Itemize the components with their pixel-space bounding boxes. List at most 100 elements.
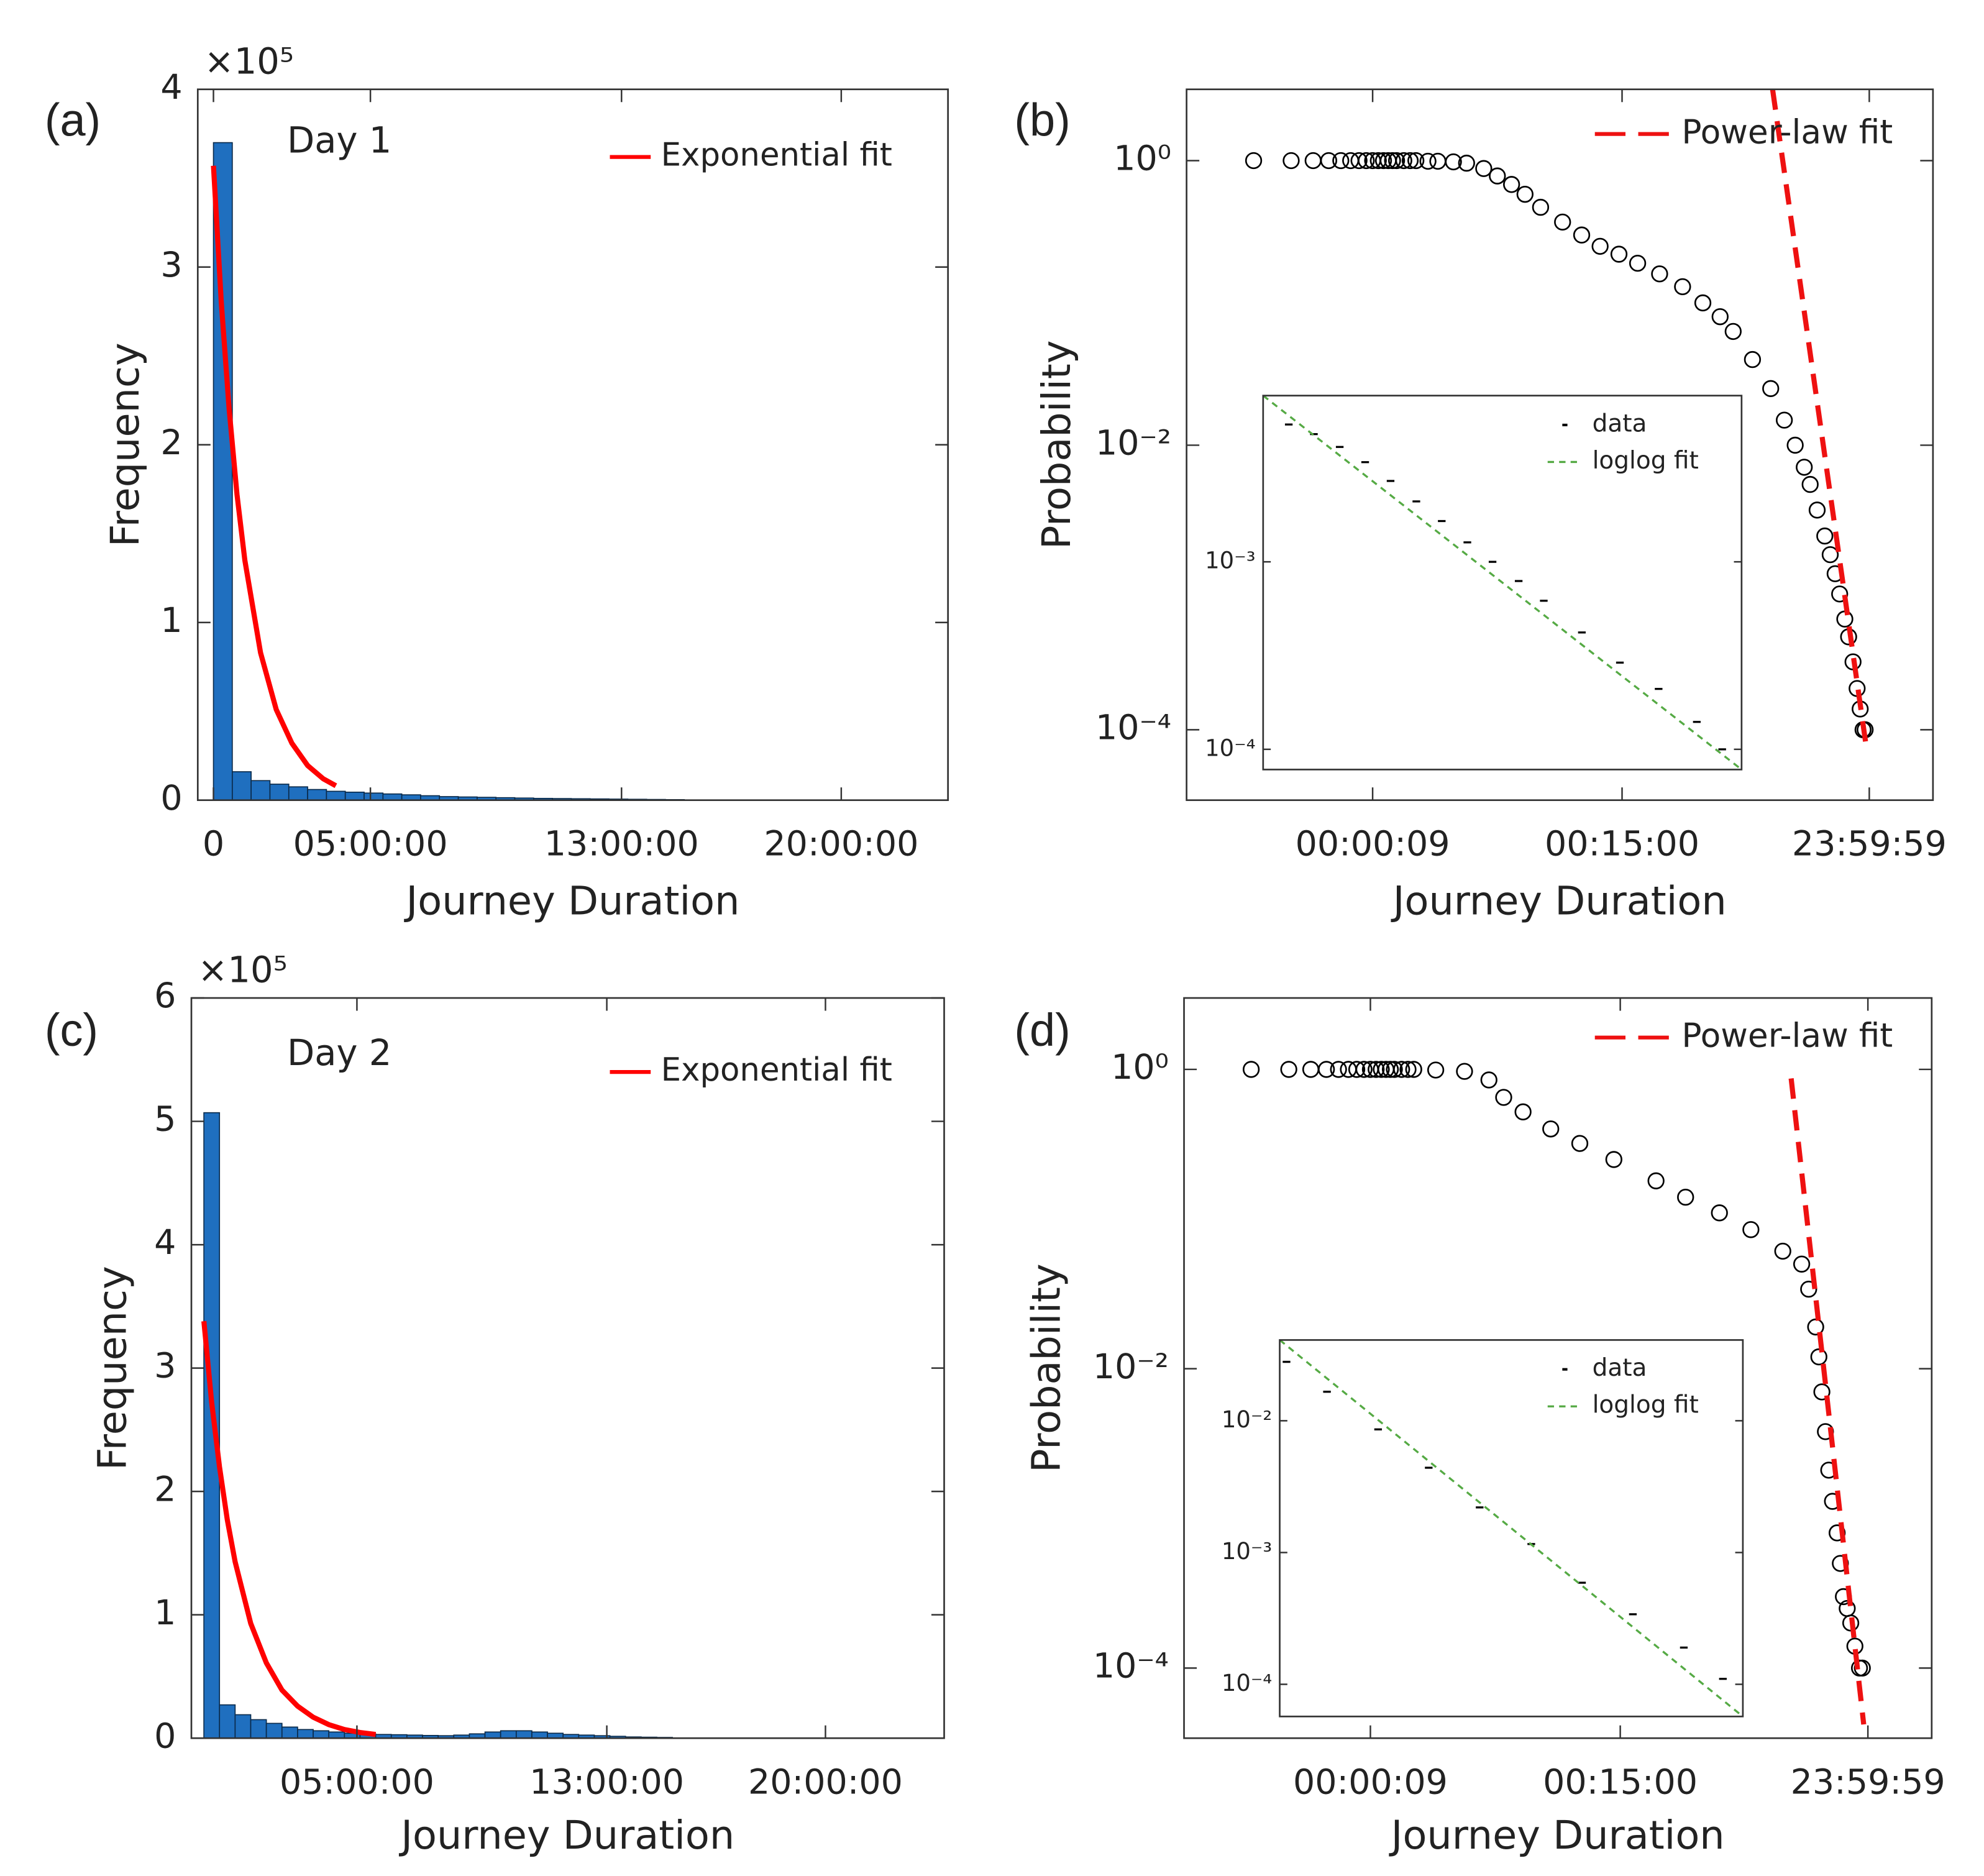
data-point <box>1591 237 1609 255</box>
x-tick-label: 05:00:00 <box>280 1762 434 1802</box>
bar <box>500 1730 517 1739</box>
y-tick-label: 1 <box>154 1593 176 1633</box>
axes-frame <box>196 88 949 802</box>
bar <box>219 1704 236 1739</box>
data-point <box>1808 501 1826 519</box>
y-tick-label: 1 <box>160 601 182 641</box>
bar <box>232 771 252 800</box>
data-point <box>1742 1221 1760 1238</box>
data-point <box>1816 527 1834 545</box>
fit-line <box>211 165 337 789</box>
panel-label: (d) <box>1014 1004 1070 1056</box>
fit-line <box>1788 1078 1867 1725</box>
y-tick-label: 10⁻² <box>1222 1406 1272 1433</box>
data-point <box>1495 1089 1512 1106</box>
data-point <box>1280 1061 1297 1078</box>
bar <box>265 1723 283 1739</box>
data-point <box>1542 1120 1560 1138</box>
fit-line <box>201 1320 377 1737</box>
data-point <box>1828 1524 1846 1542</box>
panel-label: (a) <box>45 94 101 146</box>
bar <box>328 1731 345 1739</box>
data-point <box>1386 1061 1403 1078</box>
data-point <box>1381 1061 1399 1078</box>
data-point <box>1854 1659 1871 1677</box>
data-point <box>1401 152 1419 170</box>
data-point <box>1358 152 1375 170</box>
data-point <box>1503 176 1520 193</box>
data-point <box>1245 152 1263 170</box>
axes-frame <box>1186 88 1934 802</box>
legend-label: loglog fit <box>1593 447 1699 475</box>
axes-frame <box>1183 997 1933 1739</box>
legend-label: loglog fit <box>1593 1391 1699 1419</box>
x-axis-label: Journey Duration <box>1391 879 1727 925</box>
axes-background <box>198 89 948 800</box>
x-tick-label: 20:00:00 <box>748 1762 903 1802</box>
data-point <box>1677 1188 1694 1206</box>
y-tick-label: 10⁻⁴ <box>1205 734 1255 761</box>
data-point <box>1610 245 1628 263</box>
y-tick-label: 10⁻⁴ <box>1222 1670 1272 1696</box>
data-point <box>1374 152 1392 170</box>
data-point <box>1674 278 1691 296</box>
legend-label: Power-law fit <box>1681 1015 1893 1055</box>
data-point <box>1395 152 1412 170</box>
x-tick-label: 23:59:59 <box>1791 1762 1945 1802</box>
bar <box>326 790 346 800</box>
data-point <box>1647 1172 1665 1189</box>
data-point <box>1393 1061 1410 1078</box>
data-point <box>1605 1151 1622 1168</box>
data-point <box>1480 1071 1497 1089</box>
axes-frame <box>190 997 945 1739</box>
y-tick-label: 2 <box>160 423 182 463</box>
data-point <box>1786 436 1804 454</box>
bar <box>382 793 403 800</box>
data-point <box>1320 152 1338 170</box>
x-tick-label: 13:00:00 <box>544 825 699 864</box>
legend-label: data <box>1593 1354 1647 1382</box>
axes-frame <box>1262 395 1743 771</box>
bar <box>307 789 327 800</box>
exponent-label: ×10⁵ <box>198 949 287 991</box>
bar <box>250 1719 267 1739</box>
plot-area <box>1242 1061 1871 1725</box>
bar <box>269 784 290 800</box>
x-tick-label: 13:00:00 <box>529 1762 684 1802</box>
data-point <box>1407 152 1425 170</box>
y-tick-label: 10⁻³ <box>1222 1538 1272 1565</box>
data-point <box>1774 1242 1791 1260</box>
data-point <box>1242 1061 1260 1078</box>
x-tick-label: 00:00:09 <box>1293 1762 1448 1802</box>
fit-line <box>1770 89 1870 753</box>
data-point <box>1651 265 1668 283</box>
data-point <box>1445 153 1462 171</box>
y-tick-label: 0 <box>160 779 182 818</box>
x-tick-label: 00:15:00 <box>1543 1762 1698 1802</box>
bar <box>484 1731 501 1739</box>
bar <box>288 786 308 800</box>
y-tick-label: 10⁻³ <box>1205 547 1255 574</box>
data-point <box>1387 152 1406 170</box>
data-point <box>1762 380 1780 397</box>
annotation: Day 1 <box>287 120 391 162</box>
bar <box>203 1112 221 1739</box>
data-point <box>1629 254 1647 272</box>
data-point <box>1373 1061 1390 1078</box>
x-tick-label: 00:00:09 <box>1296 825 1450 864</box>
data-point <box>1458 154 1475 172</box>
fit-line <box>1279 1340 1743 1717</box>
x-axis-label: Journey Duration <box>398 1813 734 1859</box>
y-tick-label: 4 <box>154 1223 176 1263</box>
fit-line <box>1263 395 1742 770</box>
y-tick-label: 10⁻⁴ <box>1095 708 1171 748</box>
data-point <box>1554 213 1571 231</box>
data-point <box>1318 1061 1335 1078</box>
data-point <box>1813 1383 1831 1401</box>
y-tick-label: 10⁰ <box>1111 1048 1169 1087</box>
bar <box>297 1729 314 1739</box>
y-tick-label: 2 <box>154 1470 176 1509</box>
y-axis-label: Frequency <box>103 342 149 547</box>
data-point <box>1821 546 1839 564</box>
data-point <box>1348 1061 1366 1078</box>
